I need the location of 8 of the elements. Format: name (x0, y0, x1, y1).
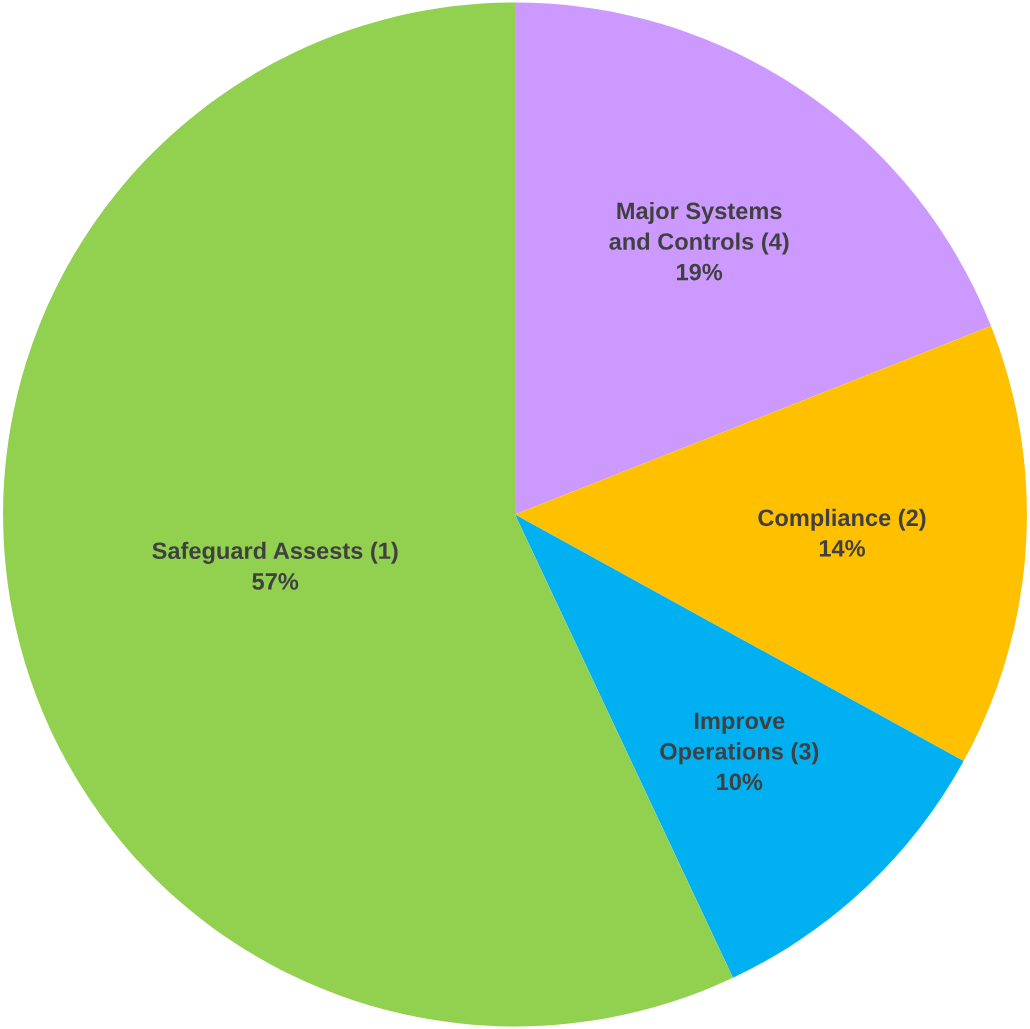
data-label: 19% (677, 263, 723, 281)
slice-label: Improve Operations (3) (660, 712, 819, 765)
data-label: 10% (717, 773, 763, 791)
slice-label: Major Systems and Controls (4) (609, 201, 789, 255)
slice-label: Compliance (2) (758, 508, 926, 531)
data-label: 57% (252, 573, 299, 590)
data-label: 14% (819, 540, 865, 557)
slice-label: Safeguard Assests (1) (152, 541, 398, 564)
